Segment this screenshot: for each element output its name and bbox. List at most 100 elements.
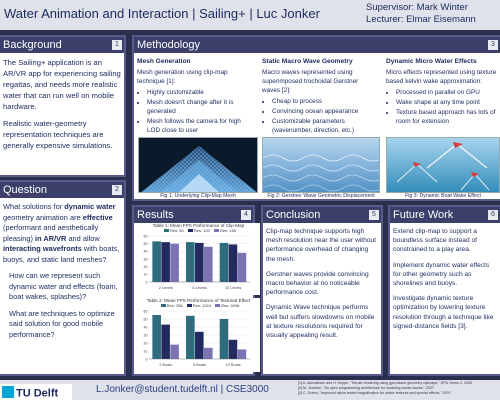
- background-panel: Background 1 The Sailing+ application is …: [0, 35, 126, 177]
- boat-wake-image: [386, 137, 500, 193]
- bar: [195, 242, 204, 282]
- y-tick-label: 50: [144, 242, 148, 246]
- reference-item: [1] A. Asirvatham and H. Hoppe, "Terrain…: [298, 381, 473, 385]
- future-work-heading: Future Work 6: [390, 207, 500, 223]
- question-heading: Question 2: [0, 182, 124, 198]
- section-number: 3: [488, 40, 498, 50]
- background-text-2: Realistic water-geometry representation …: [3, 119, 113, 150]
- y-tick-label: 60: [144, 234, 148, 238]
- poster-header: Water Animation and Interaction | Sailin…: [0, 0, 500, 30]
- bar: [170, 344, 179, 359]
- chart-plot: 0 10 20 30 40 50 60 2 Levels 6 Levels 10 Levels: [144, 234, 250, 290]
- question-panel: Question 2 What solutions for dynamic wat…: [0, 180, 126, 376]
- bar: [219, 319, 229, 359]
- y-tick-label: 20: [144, 341, 148, 345]
- bar: [228, 244, 238, 282]
- x-tick-label: 2 Boats: [159, 363, 172, 367]
- static-bullet: Customizable parameters (wavenumber, dir…: [272, 117, 378, 135]
- static-bullet: Cheap to process: [272, 97, 378, 106]
- legend-entry: Res: 1024: [192, 303, 211, 308]
- methodology-heading: Methodology 3: [134, 37, 500, 53]
- legend-entry: Res: 100: [193, 228, 210, 233]
- poster-footer: [0, 380, 500, 400]
- mesh-bullet: Highly customizable: [147, 88, 252, 97]
- reference-item: [2] M. Jeschke, "An open programming arc…: [298, 386, 435, 390]
- mesh-bullet: Mesh doesn't change after it is generate…: [147, 98, 252, 116]
- research-question: What solutions for dynamic water geometr…: [3, 202, 120, 264]
- lecturer-label: Lecturer: Elmar Eisemann: [366, 14, 476, 25]
- conclusion-text-2: Gerstner waves provide convincing macro …: [266, 270, 369, 297]
- section-number: 5: [369, 210, 379, 220]
- y-tick-label: 30: [144, 257, 148, 261]
- micro-bullet: Wake shape at any time point: [396, 98, 500, 107]
- reference-item: [3] C. Green, "Improved alpha-tested mag…: [298, 391, 452, 395]
- bar: [219, 242, 229, 282]
- legend-entry: Res: 150: [220, 228, 237, 233]
- legend-entry: Res: 4096: [221, 303, 240, 308]
- y-tick-label: 10: [144, 273, 148, 277]
- future-work-text-2: Implement dynamic water effects for othe…: [393, 261, 490, 288]
- chart-legend: Res: 256 Res: 1024 Res: 4096: [137, 303, 260, 308]
- conclusion-text-1: Clip-map technique supports high mesh re…: [266, 228, 376, 263]
- figure-caption: Fig 2: Gerstner Wave Geometric Displacem…: [267, 193, 375, 199]
- section-number: 4: [241, 210, 251, 220]
- bar: [237, 252, 247, 282]
- y-tick-label: 40: [144, 325, 148, 329]
- bar: [186, 315, 195, 359]
- chart-plot: 0 10 20 30 40 50 60 2 Boats 5 Boats 10 Boats: [144, 309, 250, 367]
- y-tick-label: 10: [144, 349, 148, 353]
- bar: [170, 243, 179, 282]
- mesh-generation-column: Mesh Generation Mesh generation using cl…: [137, 57, 252, 136]
- clipmap-mesh-image: [138, 137, 258, 193]
- conclusion-panel: Conclusion 5 Clip-map technique supports …: [261, 205, 383, 376]
- chart-title: Table 1: Mean FPS Performance of Clip-Ma…: [152, 223, 245, 228]
- logo-text: TU Delft: [16, 388, 59, 400]
- figure-caption: Fig 1: Underlying Clip-Map Mesh: [160, 193, 236, 199]
- future-work-text-3: Investigate dynamic texture optimization…: [393, 295, 494, 330]
- background-text-1: The Sailing+ application is an AR/VR app…: [3, 58, 121, 111]
- bar: [203, 246, 213, 282]
- contact-email: L.Jonker@student.tudelft.nl | CSE3000: [96, 384, 269, 395]
- y-tick-label: 60: [144, 309, 148, 313]
- background-heading: Background 1: [0, 37, 124, 53]
- chart-legend: Res: 50 Res: 100 Res: 150: [137, 228, 260, 233]
- bar: [161, 324, 170, 359]
- mesh-bullet: Mesh follows the camera for high LOD clo…: [147, 117, 252, 135]
- y-tick-label: 20: [144, 265, 148, 269]
- x-tick-label: 2 Levels: [159, 286, 173, 290]
- sub-question-2: What are techniques to optimize said sol…: [9, 308, 115, 339]
- x-tick-label: 10 Levels: [225, 286, 241, 290]
- y-tick-label: 40: [144, 250, 148, 254]
- micro-bullet: Texture based approach has lots of room …: [396, 108, 500, 126]
- section-number: 6: [488, 210, 498, 220]
- static-wave-title: Static Macro Wave Geometry: [262, 58, 353, 65]
- micro-effects-text: Micro effects represented using texture …: [386, 69, 497, 85]
- bar: [152, 241, 161, 282]
- static-wave-text: Macro waves represented using superimpos…: [262, 69, 359, 94]
- micro-effects-column: Dynamic Micro Water Effects Micro effect…: [386, 57, 500, 127]
- supervisor-info: Supervisor: Mark Winter Lecturer: Elmar …: [366, 2, 476, 26]
- supervisor-label: Supervisor: Mark Winter: [366, 2, 468, 13]
- y-tick-label: 50: [144, 317, 148, 321]
- x-tick-label: 10 Boats: [226, 363, 241, 367]
- bar: [161, 242, 170, 282]
- poster-title: Water Animation and Interaction | Sailin…: [4, 6, 320, 21]
- bar: [186, 242, 195, 282]
- static-bullet: Convincing ocean appearance: [272, 107, 378, 116]
- chart-title: Table 2: Mean FPS Performance of Texture…: [146, 298, 251, 303]
- future-work-text-1: Extend clip-map to support a boundless s…: [393, 228, 477, 254]
- section-number: 1: [112, 40, 122, 50]
- sub-question-1: How can we represent such dynamic water …: [9, 271, 118, 301]
- section-number: 2: [112, 185, 122, 195]
- static-wave-column: Static Macro Wave Geometry Macro waves r…: [262, 57, 378, 136]
- y-tick-label: 0: [146, 357, 148, 361]
- bar: [203, 347, 213, 359]
- mesh-generation-text: Mesh generation using clip-map technique…: [137, 69, 228, 85]
- gerstner-wave-image: [262, 137, 380, 193]
- references: [1] A. Asirvatham and H. Hoppe, "Terrain…: [298, 381, 498, 396]
- figure-caption: Fig 3: Dynamic Boat Wake Effect: [405, 193, 481, 199]
- x-tick-label: 5 Boats: [193, 363, 206, 367]
- x-tick-label: 6 Levels: [192, 286, 206, 290]
- results-chart-1: Table 1: Mean FPS Performance of Clip-Ma…: [137, 223, 260, 295]
- bar: [195, 331, 204, 359]
